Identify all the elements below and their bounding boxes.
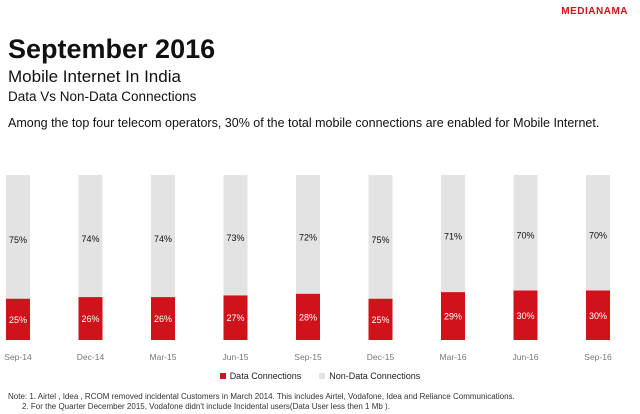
label-non-data-dec-15: 75% — [371, 235, 389, 245]
chart-description: Among the top four telecom operators, 30… — [8, 116, 600, 130]
label-data-sep-16: 30% — [589, 311, 607, 321]
label-non-data-jun-16: 70% — [516, 231, 534, 241]
label-non-data-mar-15: 74% — [154, 234, 172, 244]
chart-legend: Data Connections Non-Data Connections — [0, 371, 640, 381]
label-data-sep-15: 28% — [299, 312, 317, 322]
x-tick-label: Mar-16 — [440, 352, 467, 362]
bar-non-data-sep-15 — [296, 175, 320, 294]
footnote-2: 2. For the Quarter December 2015, Vodafo… — [22, 402, 390, 411]
bar-non-data-jun-16 — [513, 175, 538, 291]
label-data-jun-15: 27% — [226, 313, 244, 323]
x-tick-label: Mar-15 — [150, 352, 177, 362]
bar-data-mar-16 — [441, 292, 465, 340]
label-non-data-sep-14: 75% — [9, 235, 27, 245]
bar-data-sep-14 — [6, 298, 30, 340]
label-data-sep-14: 25% — [9, 315, 27, 325]
bar-data-dec-14 — [78, 297, 103, 340]
x-tick-label: Jun-15 — [223, 352, 249, 362]
x-tick-label: Dec-15 — [367, 352, 395, 362]
bar-data-jun-16 — [513, 290, 538, 340]
legend-swatch-data — [219, 373, 226, 379]
bar-non-data-jun-15 — [223, 175, 248, 296]
bar-non-data-sep-14 — [6, 175, 30, 299]
label-data-mar-15: 26% — [154, 314, 172, 324]
label-non-data-jun-15: 73% — [226, 233, 244, 243]
label-non-data-sep-15: 72% — [299, 232, 317, 242]
bar-data-sep-16 — [586, 290, 610, 340]
label-non-data-mar-16: 71% — [444, 231, 462, 241]
bar-data-dec-15 — [368, 298, 393, 340]
bar-data-sep-15 — [296, 293, 320, 340]
label-non-data-sep-16: 70% — [589, 231, 607, 241]
x-tick-label: Sep-14 — [4, 352, 32, 362]
legend-item-data: Data Connections — [219, 371, 302, 381]
bar-non-data-mar-16 — [441, 175, 465, 293]
legend-item-non-data: Non-Data Connections — [319, 371, 420, 381]
label-data-dec-15: 25% — [371, 315, 389, 325]
legend-swatch-non-data — [319, 373, 326, 379]
x-tick-label: Dec-14 — [77, 352, 105, 362]
footnotes: Note: 1. Airtel , Idea , RCOM removed in… — [8, 392, 515, 412]
page-subsubtitle: Data Vs Non-Data Connections — [8, 89, 197, 104]
page-subtitle: Mobile Internet In India — [8, 67, 181, 86]
x-tick-label: Sep-16 — [584, 352, 612, 362]
bar-data-jun-15 — [223, 295, 248, 340]
x-tick-label: Sep-15 — [294, 352, 322, 362]
label-data-mar-16: 29% — [444, 312, 462, 322]
label-data-jun-16: 30% — [516, 311, 534, 321]
legend-label-data: Data Connections — [229, 371, 302, 381]
bar-non-data-dec-15 — [368, 175, 393, 299]
bar-non-data-dec-14 — [78, 175, 103, 298]
legend-label-non-data: Non-Data Connections — [329, 371, 421, 381]
footnote-1: Note: 1. Airtel , Idea , RCOM removed in… — [8, 392, 515, 401]
bar-data-mar-15 — [151, 297, 175, 340]
label-data-dec-14: 26% — [81, 314, 99, 324]
bar-non-data-mar-15 — [151, 175, 175, 298]
page-title: September 2016 — [8, 34, 216, 64]
label-non-data-dec-14: 74% — [81, 234, 99, 244]
brand-logo: MEDIANAMA — [561, 6, 628, 17]
stacked-bar-chart: 75% 25% Sep-14 74% 26% Dec-14 74% 26% Mar-15 73% 2… — [4, 175, 612, 362]
bar-non-data-sep-16 — [586, 175, 610, 291]
x-tick-label: Jun-16 — [513, 352, 539, 362]
